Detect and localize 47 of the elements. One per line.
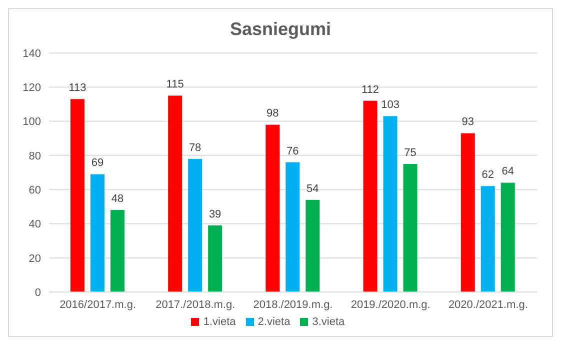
data-label: 93 — [462, 116, 474, 128]
bar — [90, 174, 104, 292]
bar — [208, 225, 222, 292]
data-label: 113 — [68, 82, 86, 94]
y-tick-label: 20 — [28, 252, 41, 265]
bar — [168, 96, 182, 292]
bar — [286, 162, 300, 292]
bar — [403, 164, 418, 292]
bar — [110, 210, 124, 292]
bar — [460, 133, 475, 292]
bar — [500, 182, 515, 292]
data-label: 75 — [404, 146, 416, 159]
data-label: 112 — [362, 84, 380, 96]
y-tick-label: 40 — [28, 218, 41, 231]
y-tick-label: 120 — [22, 82, 41, 94]
x-tick-label: 2016/2017.m.g. — [60, 298, 136, 311]
data-label: 103 — [381, 99, 400, 112]
chart-title: Sasniegumi — [228, 19, 332, 41]
bar — [363, 100, 378, 292]
y-tick-label: 60 — [28, 184, 41, 196]
y-tick-label: 100 — [22, 116, 41, 128]
data-label: 39 — [208, 208, 222, 220]
data-label: 69 — [91, 157, 104, 170]
data-label: 54 — [306, 182, 319, 195]
data-label: 48 — [111, 193, 124, 206]
x-tick-label: 2017./2018.m.g. — [156, 298, 236, 311]
x-tick-label: 2020./2021.m.g. — [448, 298, 528, 311]
data-label: 62 — [482, 169, 494, 182]
legend-label: 2.vieta — [258, 316, 290, 328]
data-label: 115 — [166, 78, 184, 91]
bar — [480, 186, 495, 292]
legend-label: 1.vieta — [203, 316, 236, 328]
data-label: 64 — [502, 166, 514, 178]
data-label: 98 — [266, 108, 279, 120]
y-tick-label: 0 — [34, 286, 41, 299]
data-label: 78 — [188, 142, 202, 154]
x-tick-label: 2019./2020.m.g. — [350, 298, 430, 311]
bar — [188, 158, 202, 292]
y-tick-label: 80 — [28, 150, 41, 162]
bar — [306, 200, 320, 292]
legend-label: 3.vieta — [312, 316, 345, 328]
data-label: 76 — [286, 145, 299, 158]
bar — [266, 124, 280, 292]
bar — [70, 99, 84, 292]
y-tick-label: 140 — [22, 48, 41, 60]
bar — [383, 116, 398, 292]
x-tick-label: 2018./2019.m.g. — [253, 298, 333, 311]
